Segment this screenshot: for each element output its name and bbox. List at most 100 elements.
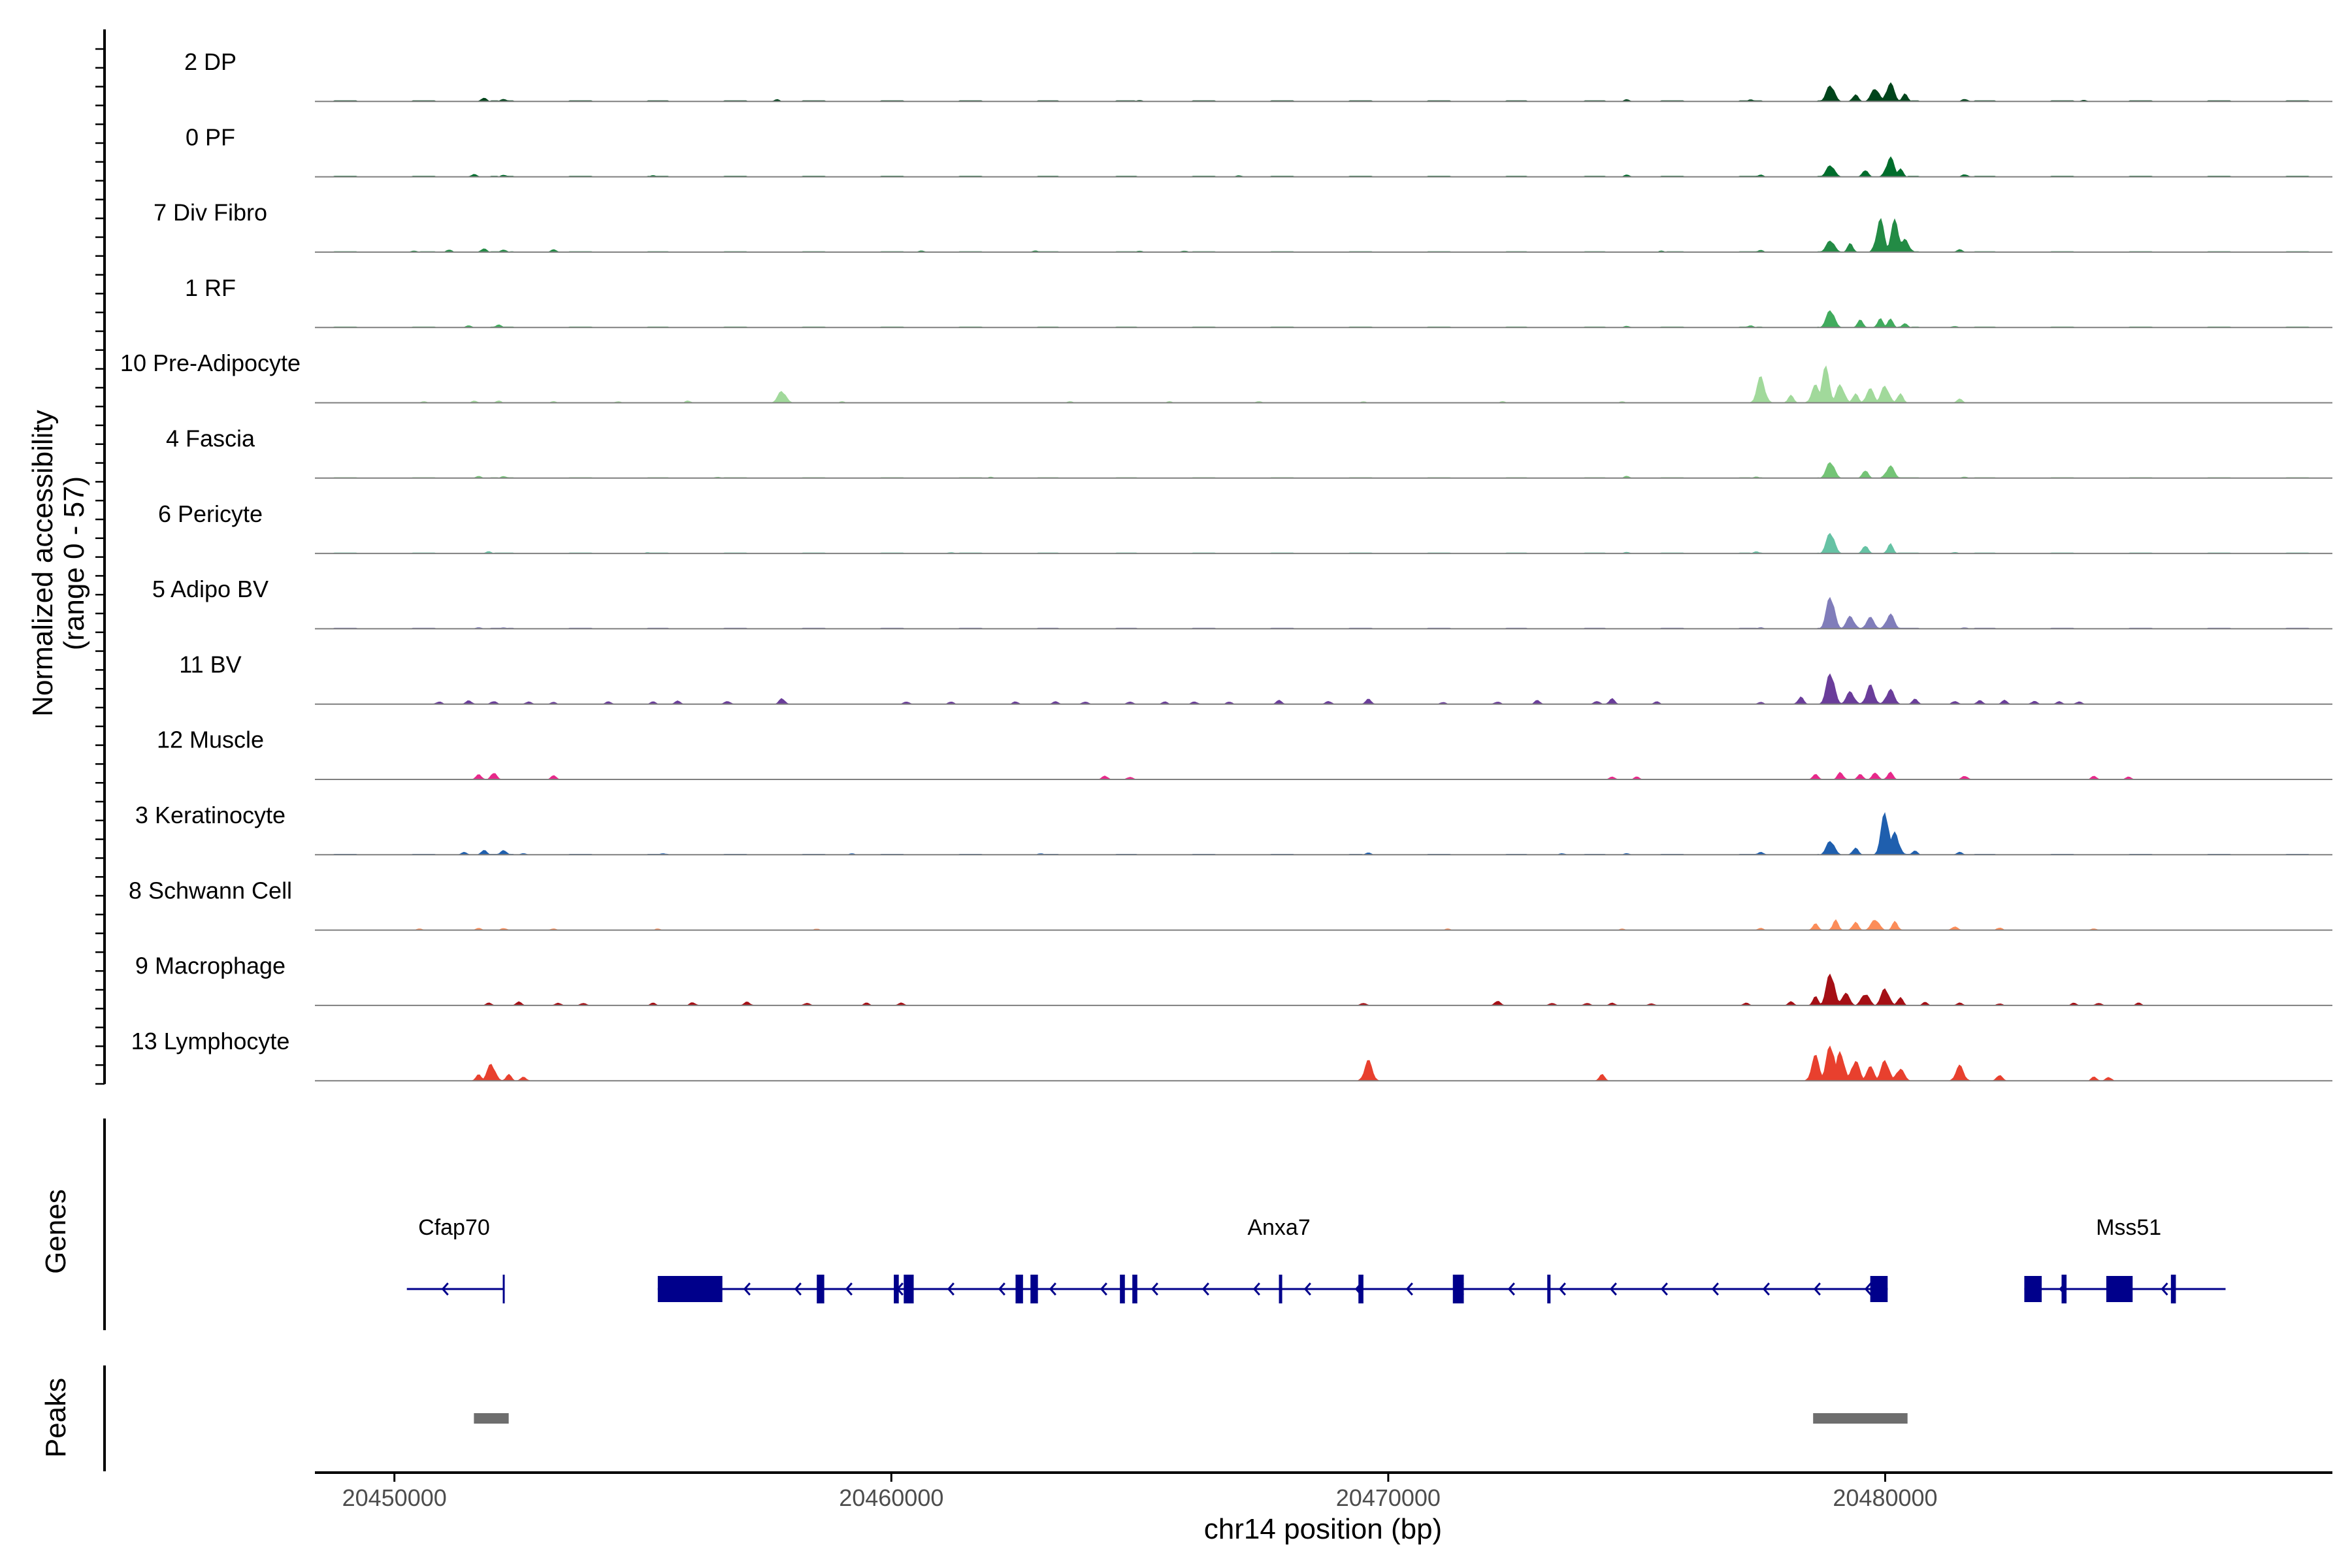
exon <box>1132 1275 1137 1303</box>
exon <box>1279 1275 1282 1303</box>
coverage-track: 10 Pre-Adipocyte <box>120 350 2332 404</box>
coverage-area <box>315 218 2332 253</box>
exon <box>2061 1275 2067 1303</box>
strand-chevron <box>1507 1282 1515 1296</box>
track-label: 4 Fascia <box>166 425 255 452</box>
gene: Cfap70 <box>406 1215 505 1303</box>
coverage-track: 13 Lymphocyte <box>131 1028 2332 1082</box>
track-label: 8 Schwann Cell <box>129 877 292 904</box>
coverage-area <box>315 973 2332 1006</box>
exon <box>1547 1275 1551 1303</box>
x-tick-label: 20450000 <box>342 1484 447 1511</box>
strand-chevron <box>1609 1282 1617 1296</box>
x-tick-label: 20470000 <box>1336 1484 1441 1511</box>
exon <box>904 1275 914 1303</box>
track-label: 6 Pericyte <box>158 500 263 527</box>
track-label: 3 Keratinocyte <box>135 802 286 828</box>
track-label: 2 DP <box>184 48 237 75</box>
peak-region <box>1813 1413 1908 1424</box>
exon <box>1030 1275 1038 1303</box>
strand-chevron <box>947 1282 955 1296</box>
y-axis-label-range: (range 0 - 57) <box>58 476 90 651</box>
strand-chevron <box>998 1282 1005 1296</box>
gene-annotation-panel: Cfap70 Anxa7 Mss51 <box>103 1119 2226 1330</box>
strand-chevron <box>1100 1282 1107 1296</box>
coverage-area <box>315 82 2332 102</box>
strand-chevron <box>2161 1282 2168 1296</box>
track-label: 9 Macrophage <box>135 953 286 979</box>
coverage-area <box>315 462 2332 479</box>
exon <box>894 1275 899 1303</box>
coverage-track: 5 Adipo BV <box>152 576 2332 630</box>
track-label: 10 Pre-Adipocyte <box>120 350 301 376</box>
peaks-panel <box>103 1365 1908 1471</box>
strand-chevron <box>1864 1282 1872 1296</box>
track-label: 0 PF <box>186 123 235 150</box>
coverage-area <box>315 310 2332 328</box>
strand-chevron <box>1813 1282 1821 1296</box>
coverage-area <box>315 812 2332 855</box>
coverage-track: 7 Div Fibro <box>154 199 2332 253</box>
gene-name: Cfap70 <box>418 1215 490 1240</box>
coverage-track: 1 RF <box>185 274 2332 329</box>
coverage-area <box>315 596 2332 629</box>
coverage-track: 9 Macrophage <box>135 953 2332 1006</box>
x-tick-label: 20460000 <box>839 1484 943 1511</box>
exon <box>1452 1275 1464 1303</box>
exon <box>2024 1276 2042 1302</box>
strand-chevron <box>1762 1282 1770 1296</box>
coverage-track: 4 Fascia <box>166 425 2332 479</box>
strand-chevron <box>1049 1282 1056 1296</box>
coverage-area <box>315 1045 2332 1081</box>
strand-chevron <box>1201 1282 1209 1296</box>
exon <box>2106 1276 2133 1302</box>
gene-name: Mss51 <box>2096 1215 2161 1240</box>
peaks-panel-label: Peaks <box>40 1378 72 1458</box>
strand-chevron <box>1151 1282 1158 1296</box>
track-label: 12 Muscle <box>157 727 264 753</box>
coverage-area <box>315 156 2332 178</box>
strand-chevron <box>1405 1282 1413 1296</box>
y-axis-label: Normalized accessibility <box>27 410 59 716</box>
strand-chevron <box>441 1282 449 1296</box>
exon <box>2170 1275 2176 1303</box>
gene: Mss51 <box>2024 1215 2226 1303</box>
coverage-track: 2 DP <box>184 48 2332 103</box>
x-axis: 20450000 20460000 20470000 20480000 <box>315 1471 2332 1511</box>
strand-chevron <box>1711 1282 1719 1296</box>
exon <box>1870 1276 1888 1302</box>
strand-chevron <box>1303 1282 1311 1296</box>
strand-chevron <box>1558 1282 1566 1296</box>
track-label: 13 Lymphocyte <box>131 1028 290 1054</box>
coverage-track: 3 Keratinocyte <box>135 802 2332 856</box>
strand-chevron <box>1660 1282 1668 1296</box>
exon <box>657 1276 723 1302</box>
strand-chevron <box>1252 1282 1260 1296</box>
exon <box>1015 1275 1023 1303</box>
exon <box>1358 1275 1364 1303</box>
coverage-track: 0 PF <box>186 123 2332 178</box>
genes-panel-label: Genes <box>40 1189 72 1274</box>
coverage-track: 6 Pericyte <box>158 500 2332 555</box>
exon <box>1120 1275 1125 1303</box>
x-axis-label: chr14 position (bp) <box>1204 1513 1442 1545</box>
track-label: 1 RF <box>185 274 236 301</box>
gene: Anxa7 <box>657 1215 1888 1303</box>
track-label: 5 Adipo BV <box>152 576 269 602</box>
strand-chevron <box>794 1282 802 1296</box>
coverage-tracks: 2 DP 0 PF 7 Div Fibro 1 RF 10 Pre-Adipocyte 4… <box>95 29 2332 1085</box>
coverage-area <box>315 673 2332 705</box>
coverage-track: 8 Schwann Cell <box>129 877 2332 931</box>
gene-name: Anxa7 <box>1247 1215 1310 1240</box>
coverage-area <box>315 532 2332 554</box>
coverage-track: 11 BV <box>179 651 2332 705</box>
coverage-area <box>315 772 2332 780</box>
exon <box>817 1275 825 1303</box>
track-label: 11 BV <box>179 651 241 678</box>
coverage-area <box>315 365 2332 403</box>
y-axis <box>95 29 106 1085</box>
strand-chevron <box>845 1282 853 1296</box>
track-label: 7 Div Fibro <box>154 199 267 226</box>
coverage-track: 12 Muscle <box>157 727 2332 780</box>
